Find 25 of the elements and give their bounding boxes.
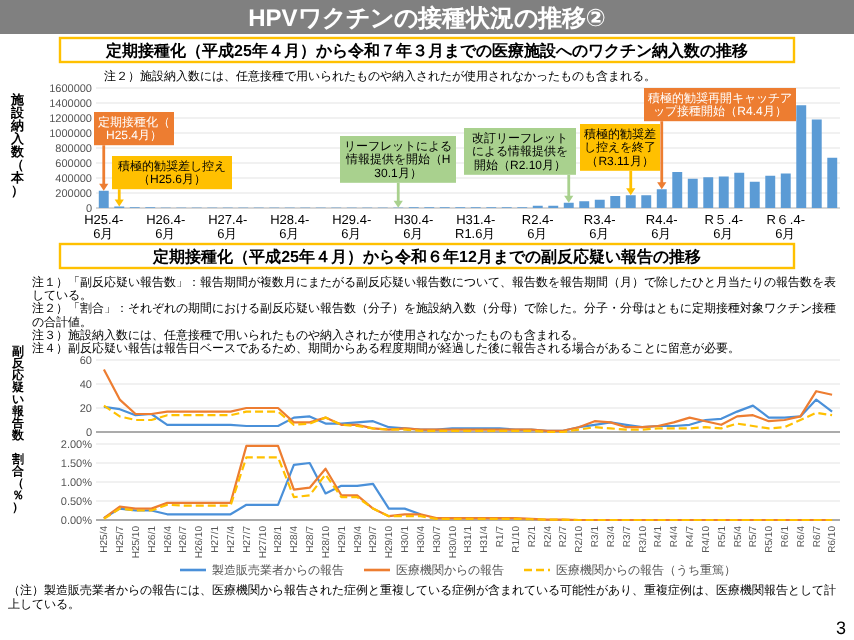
bar bbox=[703, 177, 714, 208]
chart-title: HPVワクチンの接種状況の推移② bbox=[248, 4, 606, 32]
line-series bbox=[102, 368, 834, 432]
chart-title: 定期接種化（平成25年４月）から令和６年12月までの副反応疑い報告の推移 bbox=[151, 246, 701, 266]
bar bbox=[718, 176, 729, 208]
bar bbox=[641, 195, 652, 208]
line-series bbox=[102, 456, 834, 522]
bar bbox=[765, 175, 776, 208]
bar bbox=[780, 173, 791, 208]
bar bbox=[672, 172, 683, 208]
bar bbox=[734, 172, 745, 208]
bar bbox=[610, 196, 621, 208]
text: 3 bbox=[835, 618, 846, 638]
bar bbox=[796, 105, 807, 208]
line-series bbox=[102, 404, 834, 434]
chart-subtitle: 定期接種化（平成25年４月）から令和７年３月までの医療施設へのワクチン納入数の推移 bbox=[104, 40, 748, 60]
title-banner: HPVワクチンの接種状況の推移② bbox=[0, 0, 854, 34]
bar bbox=[811, 119, 822, 208]
bar bbox=[594, 199, 605, 208]
bar bbox=[749, 181, 760, 208]
bar bbox=[579, 201, 590, 208]
heading-box: 定期接種化（平成25年４月）から令和６年12月までの副反応疑い報告の推移 bbox=[58, 242, 796, 270]
bar bbox=[827, 157, 838, 208]
heading-box: 定期接種化（平成25年４月）から令和７年３月までの医療施設へのワクチン納入数の推移 bbox=[58, 36, 796, 64]
bar bbox=[687, 178, 698, 208]
